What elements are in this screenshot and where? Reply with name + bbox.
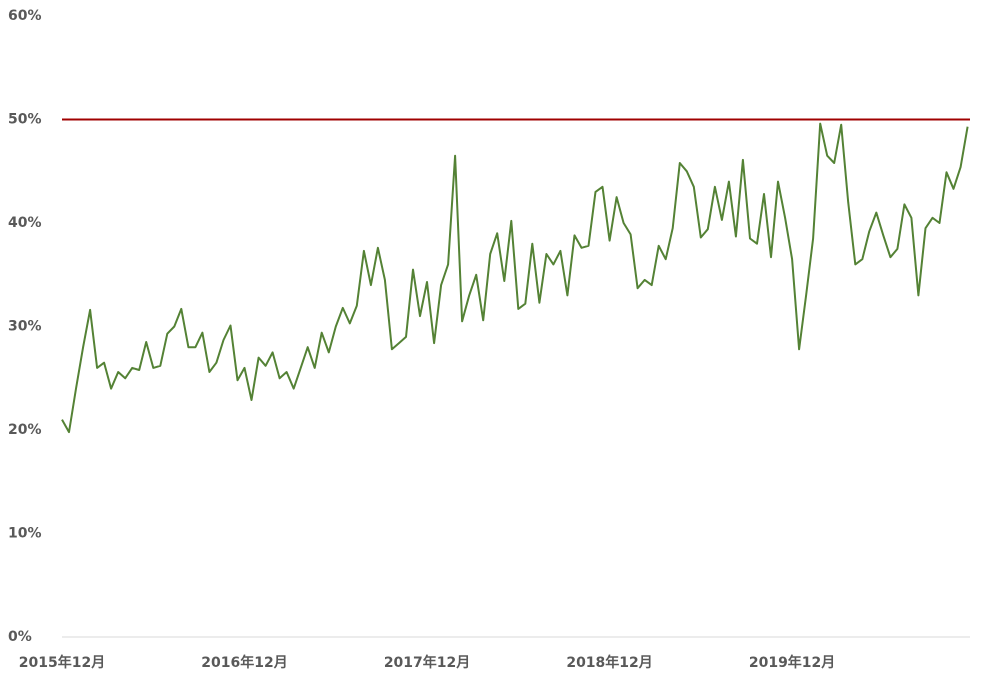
x-tick-label: 2017年12月 (384, 654, 470, 671)
x-tick-label: 2018年12月 (566, 654, 652, 671)
y-tick-label: 30% (8, 319, 42, 335)
data-line (61, 122, 969, 434)
y-tick-label: 40% (8, 215, 42, 231)
y-tick-label: 0% (8, 629, 32, 645)
y-tick-label: 10% (8, 526, 42, 542)
y-tick-label: 60% (8, 8, 42, 24)
x-tick-label: 2019年12月 (749, 654, 835, 671)
x-tick-label: 2015年12月 (19, 654, 105, 671)
y-tick-label: 20% (8, 422, 42, 438)
y-tick-label: 50% (8, 112, 42, 128)
x-tick-label: 2016年12月 (201, 654, 287, 671)
